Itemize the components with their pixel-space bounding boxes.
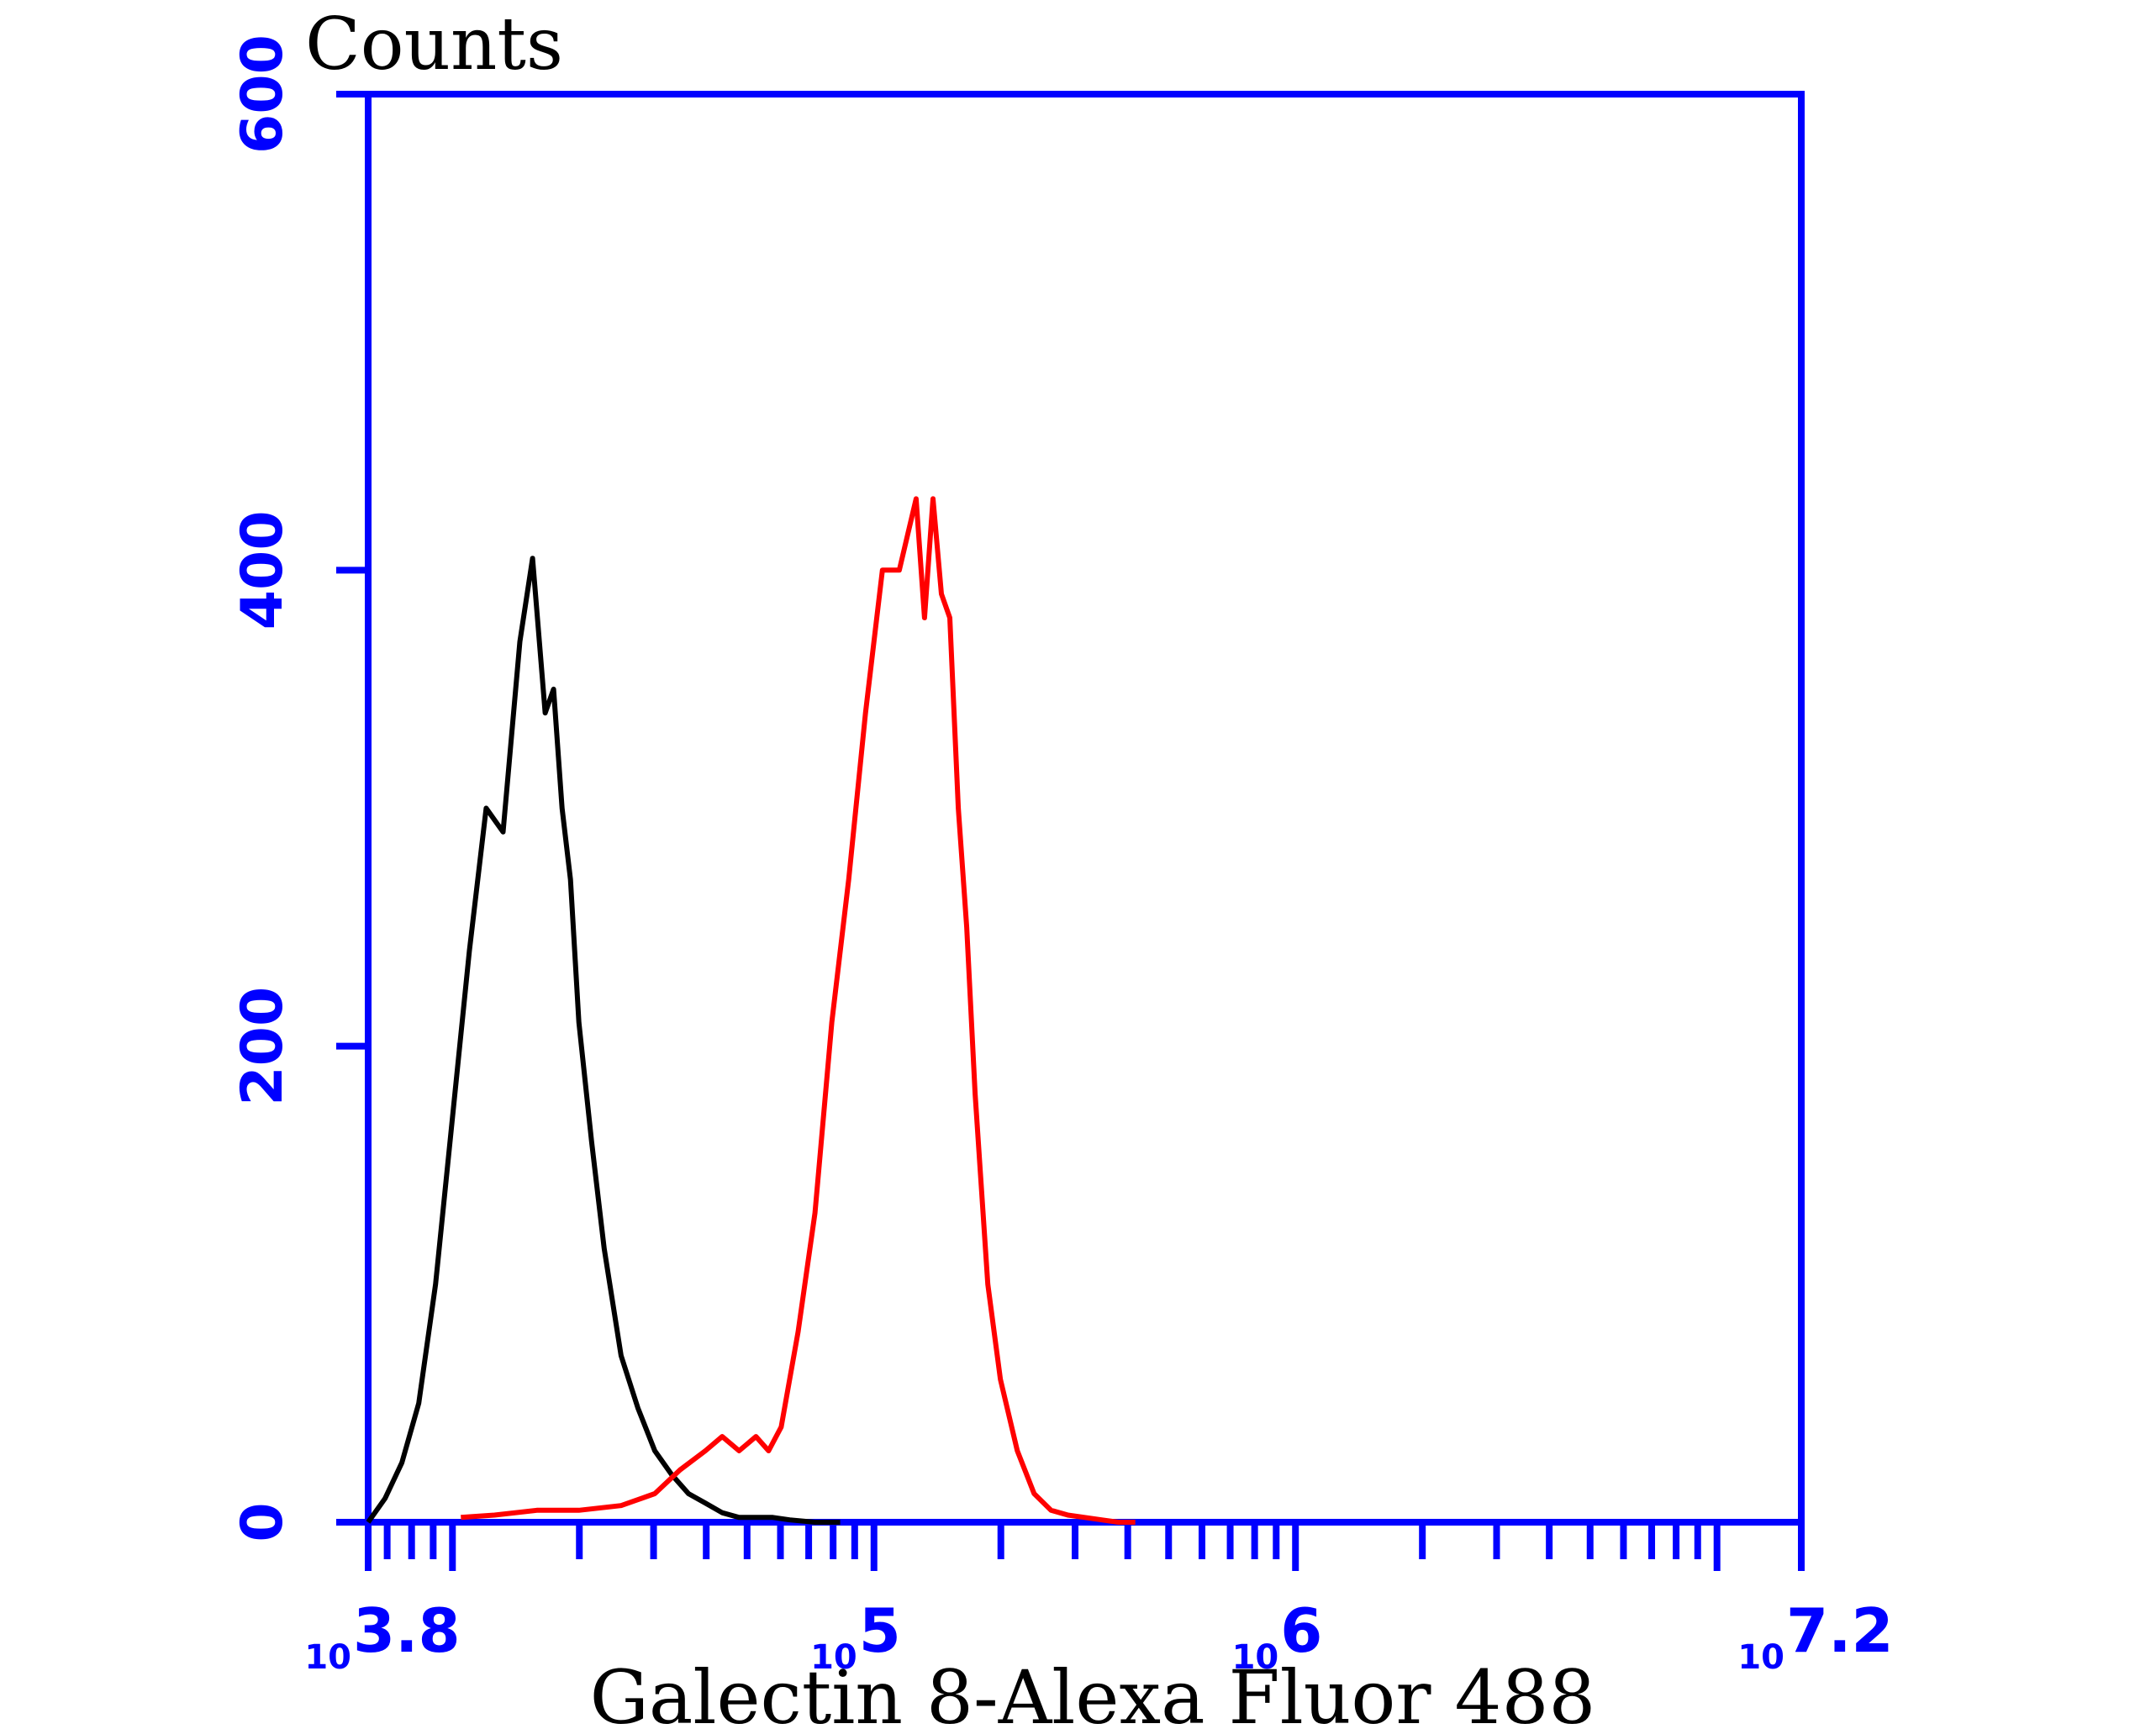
x-tick-exponent: 7.2 <box>1786 1595 1894 1666</box>
x-tick-exponent: 6 <box>1280 1595 1322 1666</box>
series-line-red <box>461 496 1136 1525</box>
histogram-series <box>366 496 1136 1525</box>
y-tick-label: 600 <box>229 34 296 154</box>
x-axis-label: Galectin 8-Alexa Fluor 488 <box>590 1654 1596 1729</box>
series-line-black <box>366 556 841 1525</box>
y-axis-ticks: 0 200 400 600 <box>229 34 368 1542</box>
y-tick-label: 200 <box>229 987 296 1106</box>
y-tick-label: 0 <box>229 1502 296 1542</box>
plot-frame <box>365 91 1805 1526</box>
x-tick-base: 10 <box>810 1638 857 1677</box>
x-axis-ticks: 10 3.8 10 5 10 6 10 7.2 <box>304 1522 1894 1677</box>
x-tick-base: 10 <box>1737 1638 1784 1677</box>
plot-border <box>365 91 1805 1526</box>
x-tick-exponent: 5 <box>859 1595 901 1666</box>
x-tick-base: 10 <box>1232 1638 1279 1677</box>
y-tick-label: 400 <box>229 510 296 630</box>
y-axis-label: Counts <box>305 3 563 87</box>
x-tick-base: 10 <box>304 1638 351 1677</box>
x-tick-exponent: 3.8 <box>353 1595 461 1666</box>
